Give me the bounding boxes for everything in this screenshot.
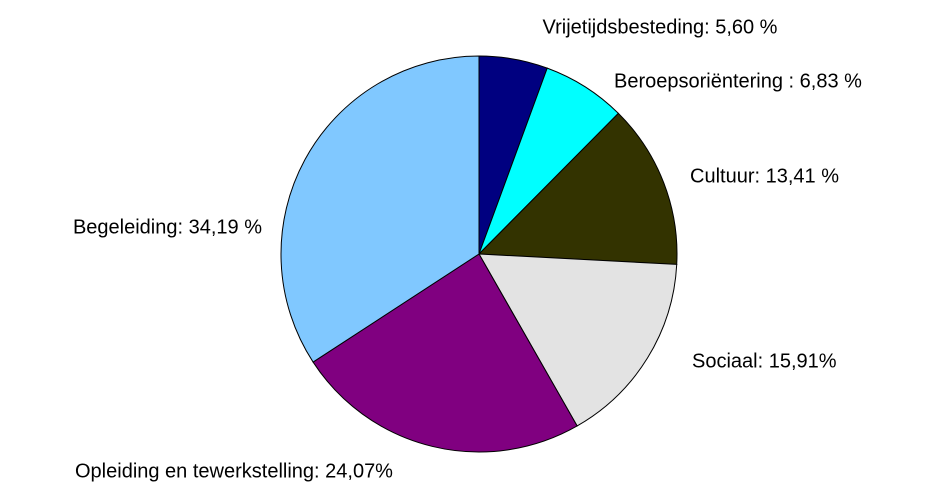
slice-label: Cultuur: 13,41 %	[690, 165, 839, 187]
pie-slice	[478, 253, 678, 427]
slice-label: Sociaal: 15,91%	[692, 350, 837, 372]
slice-label: Vrijetijdsbesteding: 5,60 %	[543, 16, 778, 38]
slice-label: Opleiding en tewerkstelling: 24,07%	[75, 460, 393, 482]
pie-slice	[280, 55, 480, 363]
slice-label: Beroepsoriëntering : 6,83 %	[614, 70, 862, 92]
slice-label: Begeleiding: 34,19 %	[73, 216, 262, 238]
pie-slice	[312, 253, 578, 453]
pie-slice	[477, 112, 678, 265]
